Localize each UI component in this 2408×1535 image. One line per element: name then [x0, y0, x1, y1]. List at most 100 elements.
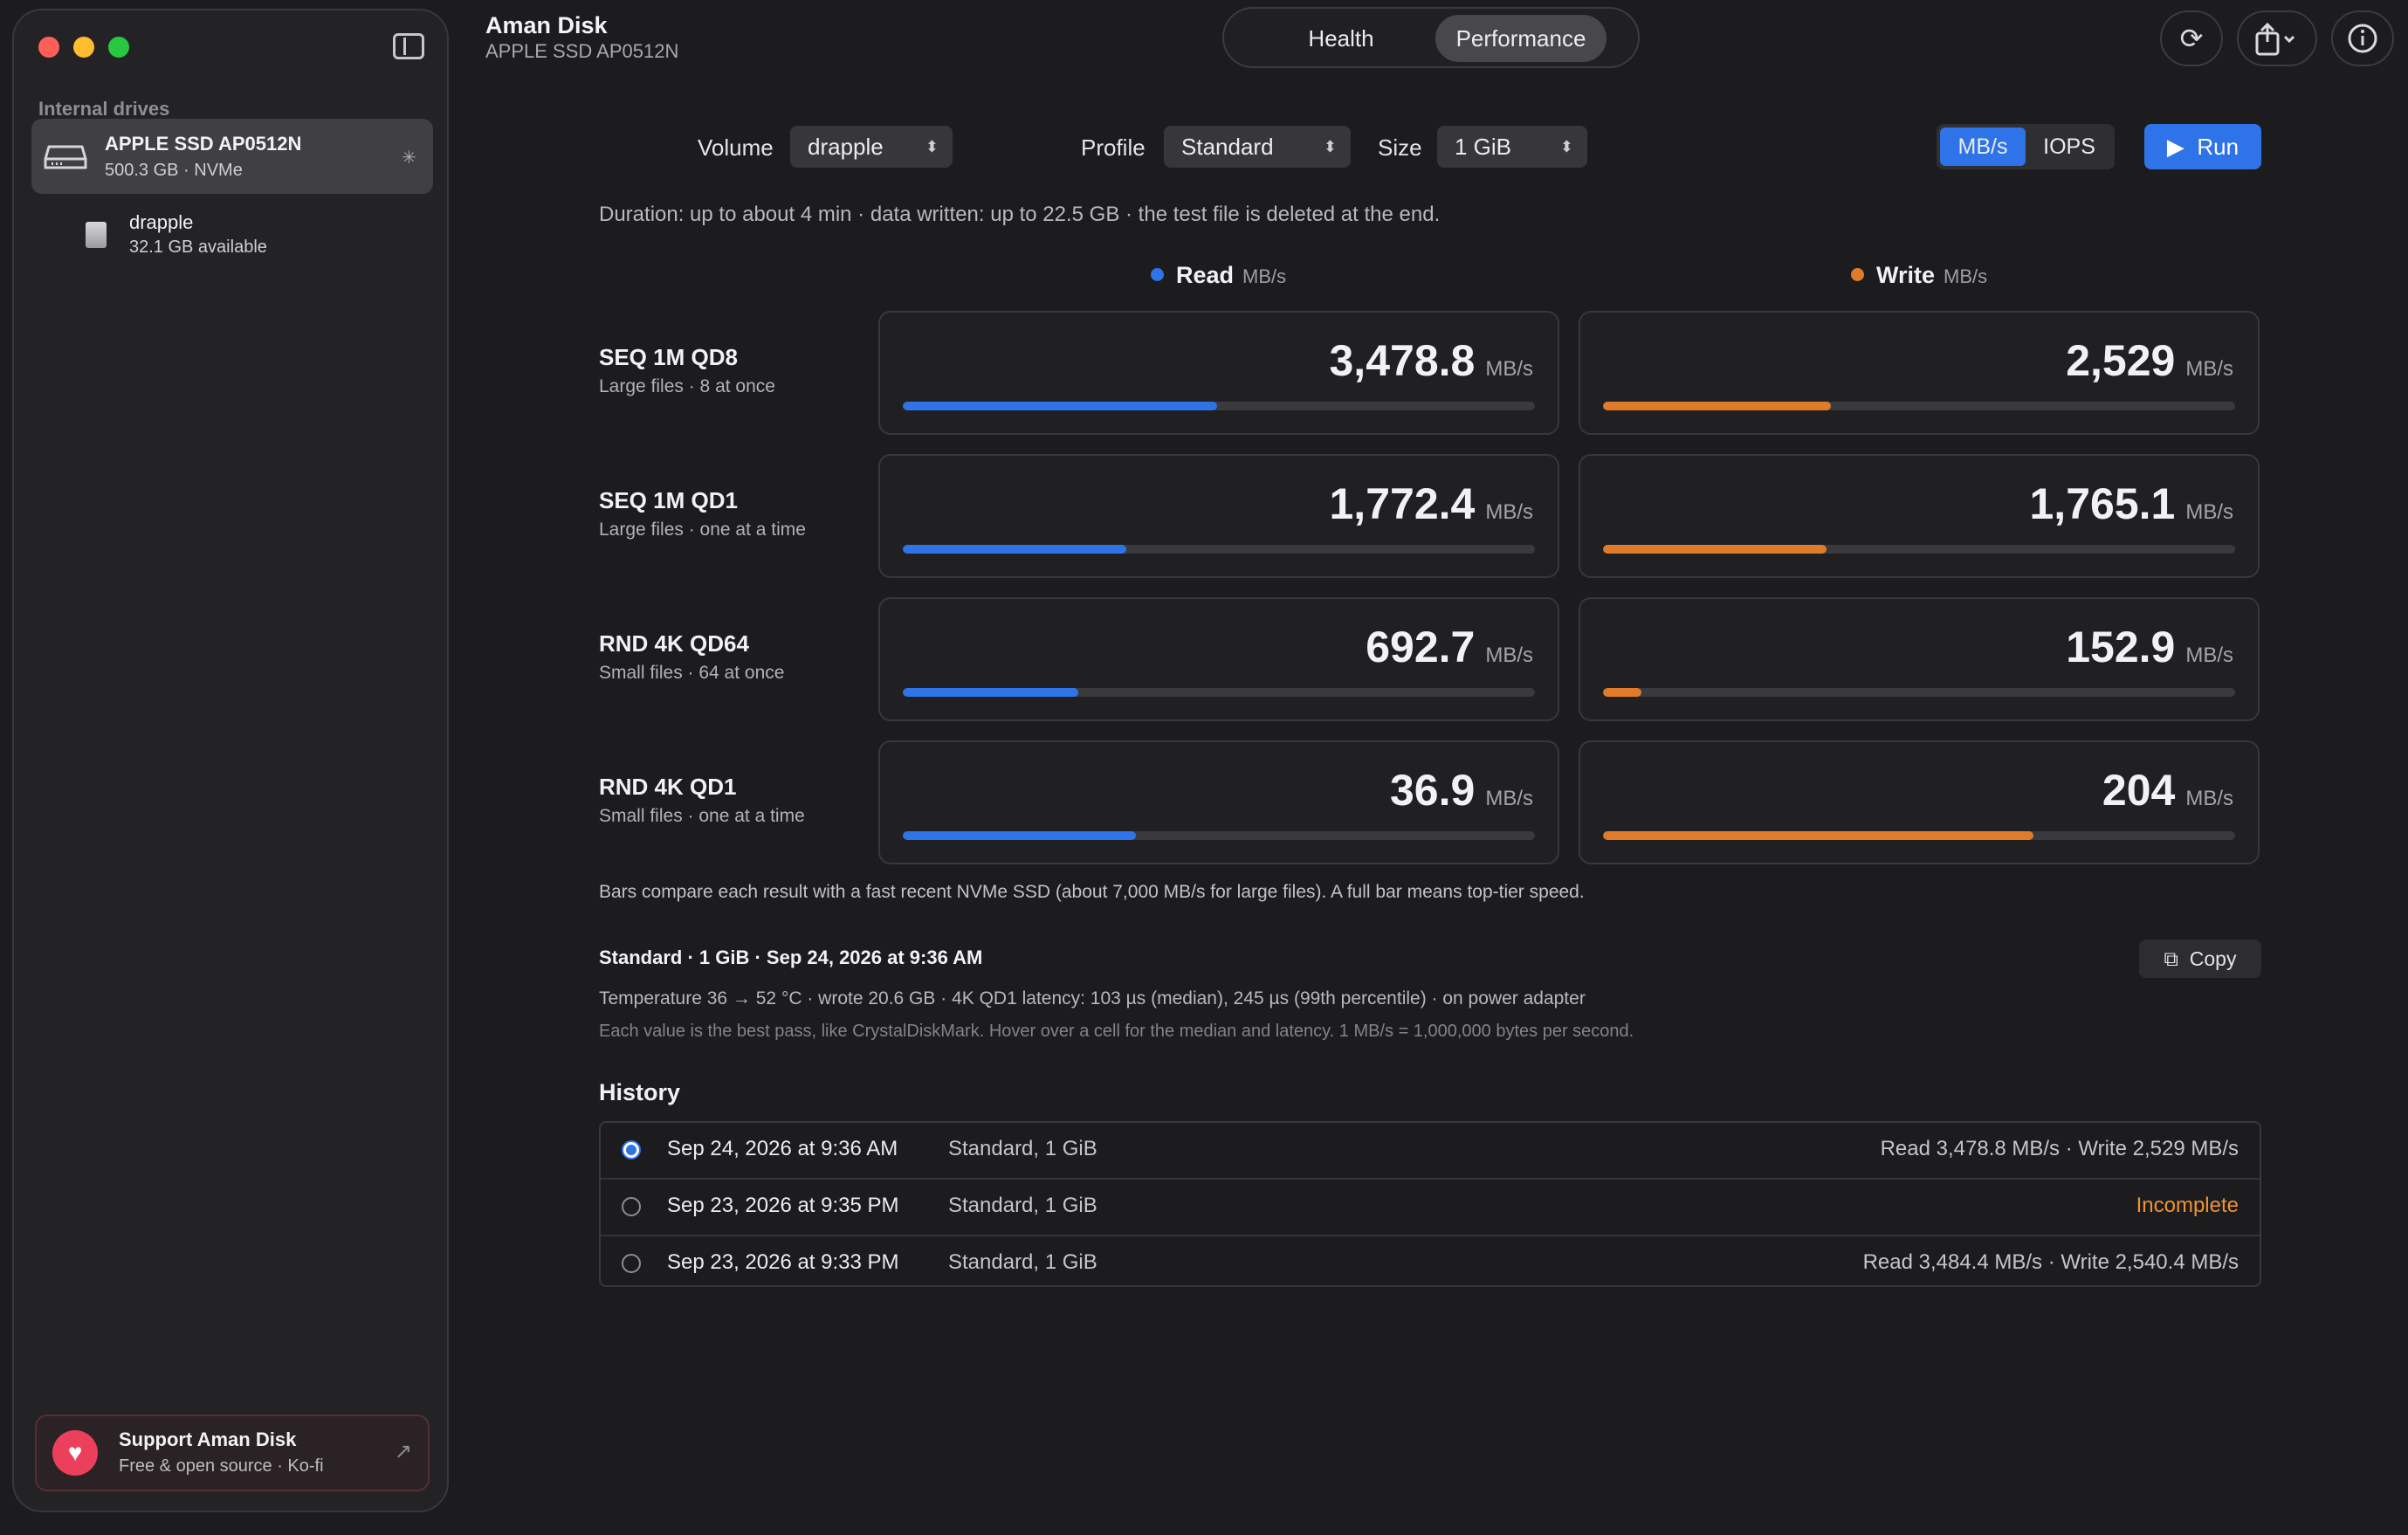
unit-toggle: MB/s IOPS: [1937, 124, 2115, 169]
read-number: 36.9: [1390, 766, 1476, 815]
write-result-cell[interactable]: 204 MB/s: [1579, 740, 2260, 864]
sidebar-item-drive[interactable]: APPLE SSD AP0512N 500.3 GB · NVMe ✳: [31, 119, 433, 194]
window-controls: [38, 37, 129, 58]
test-subtitle: Small files · 64 at once: [599, 663, 785, 683]
test-title: RND 4K QD64: [599, 630, 749, 657]
size-select-value: 1 GiB: [1455, 134, 1512, 160]
read-number: 1,772.4: [1329, 479, 1476, 528]
write-number: 1,765.1: [2029, 479, 2176, 528]
history-title: History: [599, 1079, 681, 1105]
info-icon: [2348, 24, 2377, 53]
share-button[interactable]: [2237, 10, 2317, 66]
write-bar-fill: [1603, 831, 2034, 840]
refresh-button[interactable]: ⟳: [2160, 10, 2223, 66]
refresh-icon: ⟳: [2179, 23, 2204, 54]
test-title: SEQ 1M QD8: [599, 344, 738, 370]
drive-icon: [44, 145, 87, 169]
write-value-unit: MB/s: [2185, 357, 2233, 381]
test-subtitle: Large files · 8 at once: [599, 376, 775, 396]
minimize-window-button[interactable]: [73, 37, 94, 58]
read-result-cell[interactable]: 692.7 MB/s: [878, 597, 1559, 721]
volume-name: drapple: [129, 211, 194, 233]
read-column-header: Read MB/s: [1151, 262, 1286, 289]
test-row-label: SEQ 1M QD8 Large files · 8 at once: [599, 344, 775, 397]
volume-select[interactable]: drapple ⬍: [790, 126, 953, 168]
write-result-cell[interactable]: 1,765.1 MB/s: [1579, 454, 2260, 578]
write-bar-track: [1603, 831, 2235, 840]
drive-detail: 500.3 GB · NVMe: [105, 161, 243, 180]
view-switcher: Health Performance: [1222, 7, 1640, 68]
write-bar-track: [1603, 545, 2235, 554]
write-number: 204: [2102, 766, 2176, 815]
drive-name: APPLE SSD AP0512N: [105, 133, 302, 155]
read-bar-fill: [903, 545, 1127, 554]
spinner-icon: ✳: [402, 148, 416, 168]
read-bar-fill: [903, 831, 1137, 840]
share-icon: [2255, 22, 2295, 56]
info-button[interactable]: [2331, 10, 2394, 66]
history-radio[interactable]: [622, 1140, 641, 1160]
read-value: 1,772.4 MB/s: [1330, 478, 1534, 529]
volume-select-value: drapple: [808, 134, 884, 160]
zoom-window-button[interactable]: [108, 37, 129, 58]
summary-detail: Temperature 36 → 52 °C · wrote 20.6 GB ·…: [599, 988, 1586, 1008]
read-value-unit: MB/s: [1485, 644, 1533, 667]
write-number: 152.9: [2066, 623, 2176, 671]
history-date: Sep 23, 2026 at 9:35 PM: [667, 1194, 899, 1217]
history-date: Sep 23, 2026 at 9:33 PM: [667, 1250, 899, 1274]
history-result: Read 3,478.8 MB/s · Write 2,529 MB/s: [1880, 1137, 2239, 1160]
write-bar-fill: [1603, 688, 1642, 697]
history-row[interactable]: Sep 23, 2026 at 9:35 PM Standard, 1 GiB In…: [601, 1180, 2260, 1236]
write-number: 2,529: [2066, 336, 2176, 385]
history-radio[interactable]: [622, 1254, 641, 1273]
support-subtitle: Free & open source · Ko-fi: [119, 1456, 324, 1476]
write-column-header: Write MB/s: [1851, 262, 1987, 289]
tab-performance[interactable]: Performance: [1435, 15, 1606, 62]
unit-iops-button[interactable]: IOPS: [2043, 134, 2095, 159]
write-result-cell[interactable]: 2,529 MB/s: [1579, 311, 2260, 435]
read-number: 3,478.8: [1329, 336, 1476, 385]
history-row[interactable]: Sep 24, 2026 at 9:36 AM Standard, 1 GiB Re…: [601, 1123, 2260, 1180]
copy-label: Copy: [2189, 947, 2237, 970]
read-unit: MB/s: [1242, 265, 1287, 287]
test-subtitle: Small files · one at a time: [599, 806, 805, 826]
read-result-cell[interactable]: 36.9 MB/s: [878, 740, 1559, 864]
sidebar-item-volume[interactable]: drapple 32.1 GB available: [75, 208, 442, 269]
write-bar-track: [1603, 688, 2235, 697]
unit-mbs-button[interactable]: MB/s: [1940, 127, 2026, 166]
write-dot-icon: [1851, 268, 1864, 281]
write-label: Write: [1876, 262, 1936, 288]
read-bar-track: [903, 831, 1535, 840]
copy-button[interactable]: ⧉ Copy: [2139, 940, 2261, 978]
history-row[interactable]: Sep 23, 2026 at 9:33 PM Standard, 1 GiB Re…: [601, 1236, 2260, 1285]
copy-icon: ⧉: [2164, 947, 2178, 970]
write-value-unit: MB/s: [2185, 500, 2233, 524]
history-profile: Standard, 1 GiB: [948, 1137, 1097, 1160]
profile-label: Profile: [1081, 134, 1146, 161]
read-result-cell[interactable]: 1,772.4 MB/s: [878, 454, 1559, 578]
read-value: 3,478.8 MB/s: [1330, 335, 1534, 386]
volume-label: Volume: [698, 134, 774, 161]
size-label: Size: [1378, 134, 1422, 161]
sidebar-toggle-icon[interactable]: [393, 33, 424, 59]
profile-select[interactable]: Standard ⬍: [1164, 126, 1351, 168]
run-button[interactable]: ▶ Run: [2144, 124, 2261, 169]
play-icon: ▶: [2166, 134, 2184, 160]
history-result: Read 3,484.4 MB/s · Write 2,540.4 MB/s: [1862, 1250, 2239, 1274]
sidebar: Internal drives APPLE SSD AP0512N 500.3 …: [12, 9, 449, 1512]
run-label: Run: [2197, 134, 2239, 160]
close-window-button[interactable]: [38, 37, 59, 58]
write-result-cell[interactable]: 152.9 MB/s: [1579, 597, 2260, 721]
test-row-label: RND 4K QD64 Small files · 64 at once: [599, 630, 784, 684]
write-value: 152.9 MB/s: [2066, 622, 2233, 672]
size-select[interactable]: 1 GiB ⬍: [1437, 126, 1587, 168]
write-bar-fill: [1603, 545, 1827, 554]
read-result-cell[interactable]: 3,478.8 MB/s: [878, 311, 1559, 435]
history-profile: Standard, 1 GiB: [948, 1250, 1097, 1274]
support-button[interactable]: ♥ Support Aman Disk Free & open source ·…: [35, 1415, 430, 1491]
bar-explanation: Bars compare each result with a fast rec…: [599, 882, 1585, 902]
read-label: Read: [1176, 262, 1235, 288]
test-title: SEQ 1M QD1: [599, 487, 738, 513]
history-radio[interactable]: [622, 1197, 641, 1216]
tab-health[interactable]: Health: [1308, 25, 1374, 52]
